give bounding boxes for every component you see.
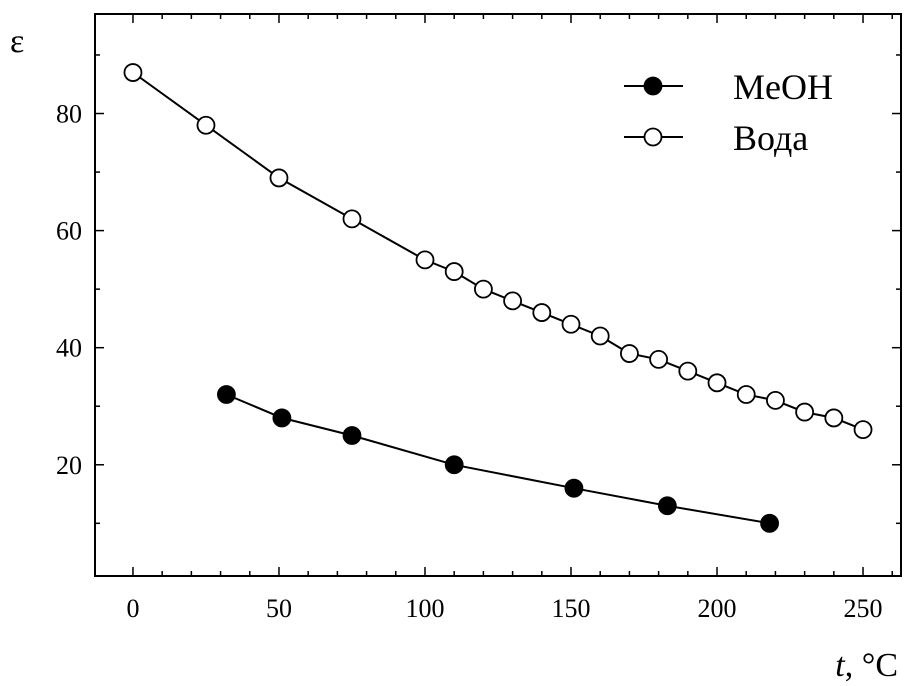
y-tick-label: 60 bbox=[56, 217, 82, 246]
data-point bbox=[590, 326, 610, 346]
x-axis-label: t, °C bbox=[835, 647, 898, 684]
data-point bbox=[564, 478, 584, 498]
data-point bbox=[342, 209, 362, 229]
data-point bbox=[678, 361, 698, 381]
data-point bbox=[196, 115, 216, 135]
series-layer bbox=[123, 63, 873, 533]
data-point bbox=[760, 513, 779, 533]
y-tick-label: 20 bbox=[56, 451, 82, 480]
plot-frame bbox=[94, 13, 902, 577]
tick-labels: 0 50 100 150 200 250 20 40 60 80 bbox=[56, 100, 883, 623]
data-point bbox=[649, 349, 669, 369]
series-line bbox=[226, 393, 770, 525]
tick-marks bbox=[95, 14, 901, 576]
data-point bbox=[503, 291, 523, 311]
data-point bbox=[736, 385, 756, 404]
legend: MeOH Вода bbox=[624, 67, 833, 158]
data-point bbox=[444, 262, 464, 281]
data-point bbox=[269, 168, 289, 188]
data-point bbox=[707, 373, 727, 393]
y-axis-label: ε bbox=[10, 23, 24, 60]
x-tick-label: 100 bbox=[405, 594, 444, 623]
data-point bbox=[532, 303, 552, 322]
y-tick-label: 80 bbox=[56, 100, 82, 129]
data-point bbox=[620, 344, 639, 363]
legend-label-meoh: MeOH bbox=[733, 67, 833, 107]
data-point bbox=[853, 420, 873, 440]
x-axis-label-unit: , °C bbox=[845, 647, 898, 684]
data-point bbox=[561, 314, 581, 334]
data-point bbox=[795, 402, 815, 422]
data-point bbox=[824, 408, 844, 428]
data-point bbox=[766, 390, 785, 410]
series-0 bbox=[217, 385, 779, 533]
x-tick-label: 200 bbox=[698, 594, 737, 623]
data-point bbox=[415, 250, 435, 270]
series-1 bbox=[123, 63, 873, 440]
legend-marker-voda bbox=[643, 127, 663, 147]
data-point bbox=[657, 496, 677, 516]
x-tick-label: 150 bbox=[552, 594, 591, 623]
data-point bbox=[444, 455, 464, 475]
data-point bbox=[123, 63, 143, 82]
data-point bbox=[272, 408, 292, 428]
x-axis-label-var: t bbox=[835, 647, 846, 684]
x-tick-label: 50 bbox=[266, 594, 292, 623]
data-point bbox=[473, 279, 493, 299]
legend-marker-meoh bbox=[643, 76, 663, 96]
legend-label-voda: Вода bbox=[733, 118, 808, 158]
data-point bbox=[217, 385, 236, 404]
data-point bbox=[342, 426, 362, 445]
x-tick-label: 250 bbox=[844, 594, 883, 623]
y-tick-label: 40 bbox=[56, 334, 82, 363]
x-tick-label: 0 bbox=[126, 594, 139, 623]
